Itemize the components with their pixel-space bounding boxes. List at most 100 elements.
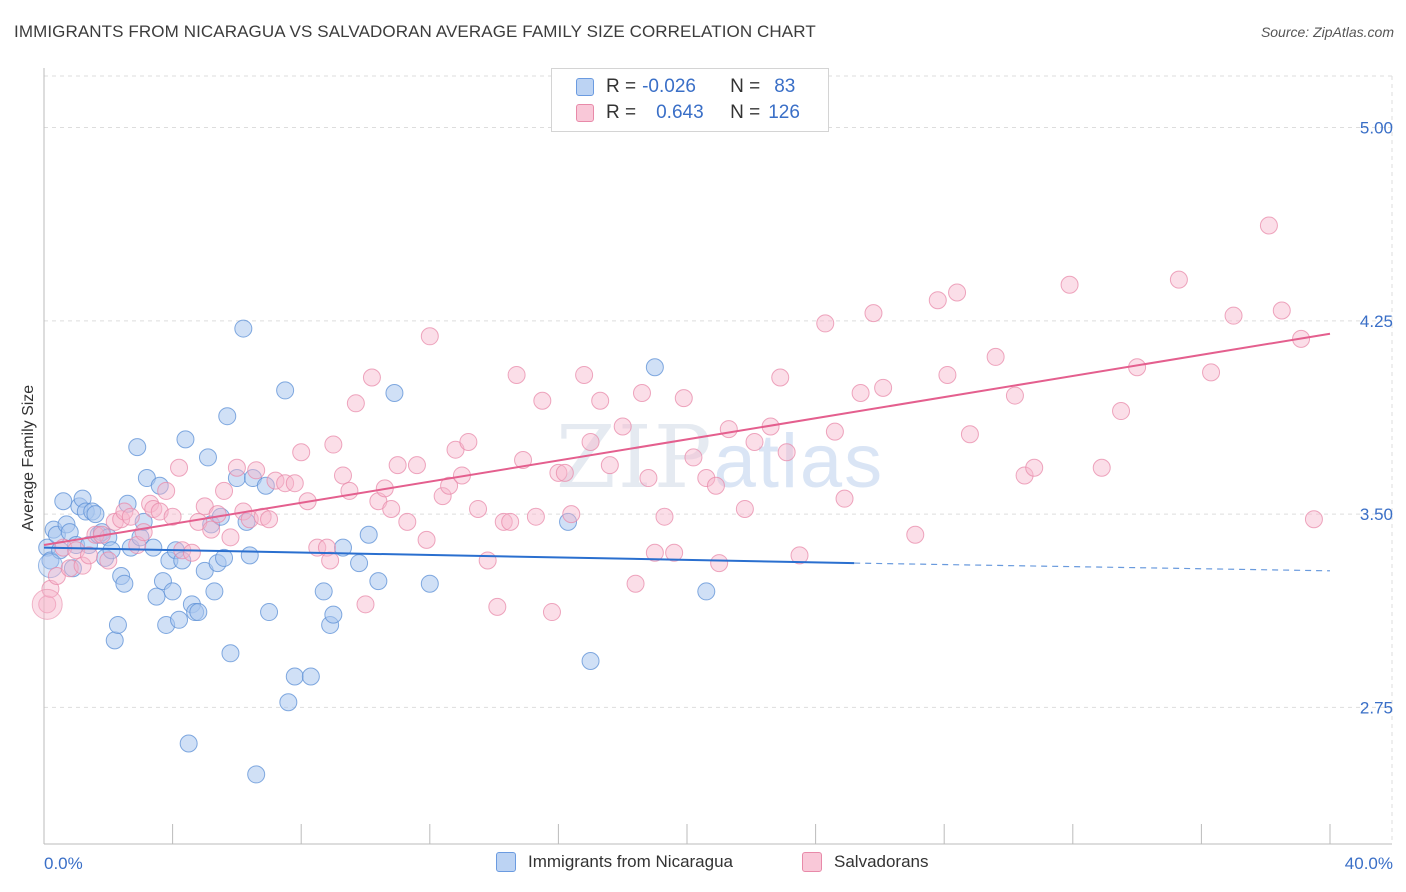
point-nicaragua <box>369 572 388 591</box>
trend-lines <box>43 332 1331 572</box>
point-nicaragua <box>234 319 253 338</box>
point-salvadoran <box>771 368 790 387</box>
grid-lines <box>44 75 1393 844</box>
bottom-legend-label: Immigrants from Nicaragua <box>528 852 734 871</box>
point-salvadoran <box>1112 402 1131 421</box>
point-nicaragua <box>237 512 256 531</box>
point-nicaragua <box>324 605 343 624</box>
bottom-legend-label: Salvadorans <box>834 852 929 871</box>
point-nicaragua <box>221 644 240 663</box>
point-salvadoran <box>1025 458 1044 477</box>
trend-line-nicaragua-extension <box>854 562 1331 572</box>
y-tick-label: 2.75 <box>1360 698 1393 717</box>
point-salvadoran <box>632 383 651 402</box>
point-salvadoran <box>790 546 809 565</box>
point-nicaragua <box>256 476 275 495</box>
point-salvadoran <box>986 347 1005 366</box>
trend-line-salvadorans <box>43 332 1331 547</box>
point-salvadoran <box>321 551 340 570</box>
point-salvadoran <box>591 391 610 410</box>
point-salvadoran <box>346 394 365 413</box>
point-salvadoran <box>157 481 176 500</box>
point-salvadoran <box>407 456 426 475</box>
point-nicaragua <box>247 765 266 784</box>
point-salvadoran <box>600 456 619 475</box>
point-salvadoran <box>562 505 581 524</box>
bottom-legend-swatch-pink <box>802 852 822 872</box>
legend-row-nicaragua: R = -0.026 N = 83 <box>576 74 795 100</box>
point-salvadoran <box>433 487 452 506</box>
legend-swatch-blue <box>576 78 594 96</box>
chart-title: IMMIGRANTS FROM NICARAGUA VS SALVADORAN … <box>14 22 816 41</box>
point-salvadoran <box>417 530 436 549</box>
point-nicaragua-large <box>37 553 63 579</box>
point-salvadoran <box>835 489 854 508</box>
point-salvadoran <box>514 451 533 469</box>
legend-r-label: R = <box>606 76 637 97</box>
point-nicaragua <box>108 615 127 634</box>
y-tick-label: 3.50 <box>1360 505 1393 524</box>
point-nicaragua <box>333 538 352 557</box>
chart-source: Source: ZipAtlas.com <box>1260 24 1394 40</box>
watermark-zip: ZIP <box>556 408 714 508</box>
point-nicaragua <box>645 358 664 377</box>
point-salvadoran <box>735 499 754 518</box>
y-tick-label: 4.25 <box>1360 312 1393 331</box>
point-salvadoran <box>73 556 92 575</box>
point-salvadoran <box>38 595 57 614</box>
point-nicaragua <box>240 546 259 565</box>
point-nicaragua <box>163 582 182 601</box>
point-nicaragua <box>144 538 163 557</box>
legend-n-label: N = <box>730 102 761 123</box>
point-salvadoran <box>362 368 381 387</box>
point-salvadoran <box>542 603 561 622</box>
x-tick-label: 40.0% <box>1345 854 1393 873</box>
point-salvadoran <box>745 432 764 451</box>
point-salvadoran <box>227 458 246 477</box>
point-salvadoran <box>1202 363 1221 382</box>
point-salvadoran <box>260 510 279 529</box>
legend-r-label: R = <box>606 102 637 123</box>
legend-n-value: 83 <box>774 76 796 97</box>
point-nicaragua <box>581 652 600 671</box>
point-salvadoran <box>960 425 979 444</box>
x-tick-label: 0.0% <box>44 854 83 873</box>
point-salvadoran <box>478 551 497 570</box>
legend-r-value: 0.643 <box>656 102 704 123</box>
point-nicaragua <box>205 582 224 601</box>
axis-labels: 2.75 3.50 4.25 5.00 0.0% 40.0% Average Family … <box>20 119 1393 873</box>
point-salvadoran <box>825 422 844 441</box>
point-salvadoran <box>1272 301 1291 320</box>
point-nicaragua <box>128 438 147 457</box>
point-salvadoran <box>851 383 870 402</box>
point-salvadoran <box>948 283 967 302</box>
bottom-legend-nicaragua: Immigrants from Nicaragua <box>496 852 733 872</box>
point-salvadoran <box>706 476 725 495</box>
point-salvadoran <box>440 476 459 495</box>
point-nicaragua <box>420 574 439 593</box>
legend-n-label: N = <box>730 76 761 97</box>
point-salvadoran <box>170 458 189 477</box>
point-nicaragua <box>105 631 124 650</box>
point-salvadoran <box>533 391 552 410</box>
point-salvadoran <box>938 365 957 384</box>
point-salvadoran <box>501 512 520 531</box>
y-axis-title: Average Family Size <box>20 385 37 532</box>
point-salvadoran <box>382 499 401 518</box>
point-salvadoran <box>276 474 295 493</box>
point-nicaragua <box>279 693 298 712</box>
point-nicaragua <box>385 383 404 402</box>
point-salvadoran <box>324 435 343 454</box>
point-salvadoran <box>665 543 684 562</box>
point-salvadoran <box>80 546 99 565</box>
point-nicaragua <box>179 734 198 753</box>
point-nicaragua <box>359 525 378 544</box>
point-nicaragua <box>285 667 304 686</box>
point-salvadoran <box>420 327 439 346</box>
point-nicaragua <box>215 548 234 567</box>
legend-swatch-pink <box>576 104 594 122</box>
point-nicaragua <box>301 667 320 686</box>
point-salvadoran <box>1015 466 1034 485</box>
axes <box>43 68 1392 845</box>
point-salvadoran <box>134 523 153 542</box>
